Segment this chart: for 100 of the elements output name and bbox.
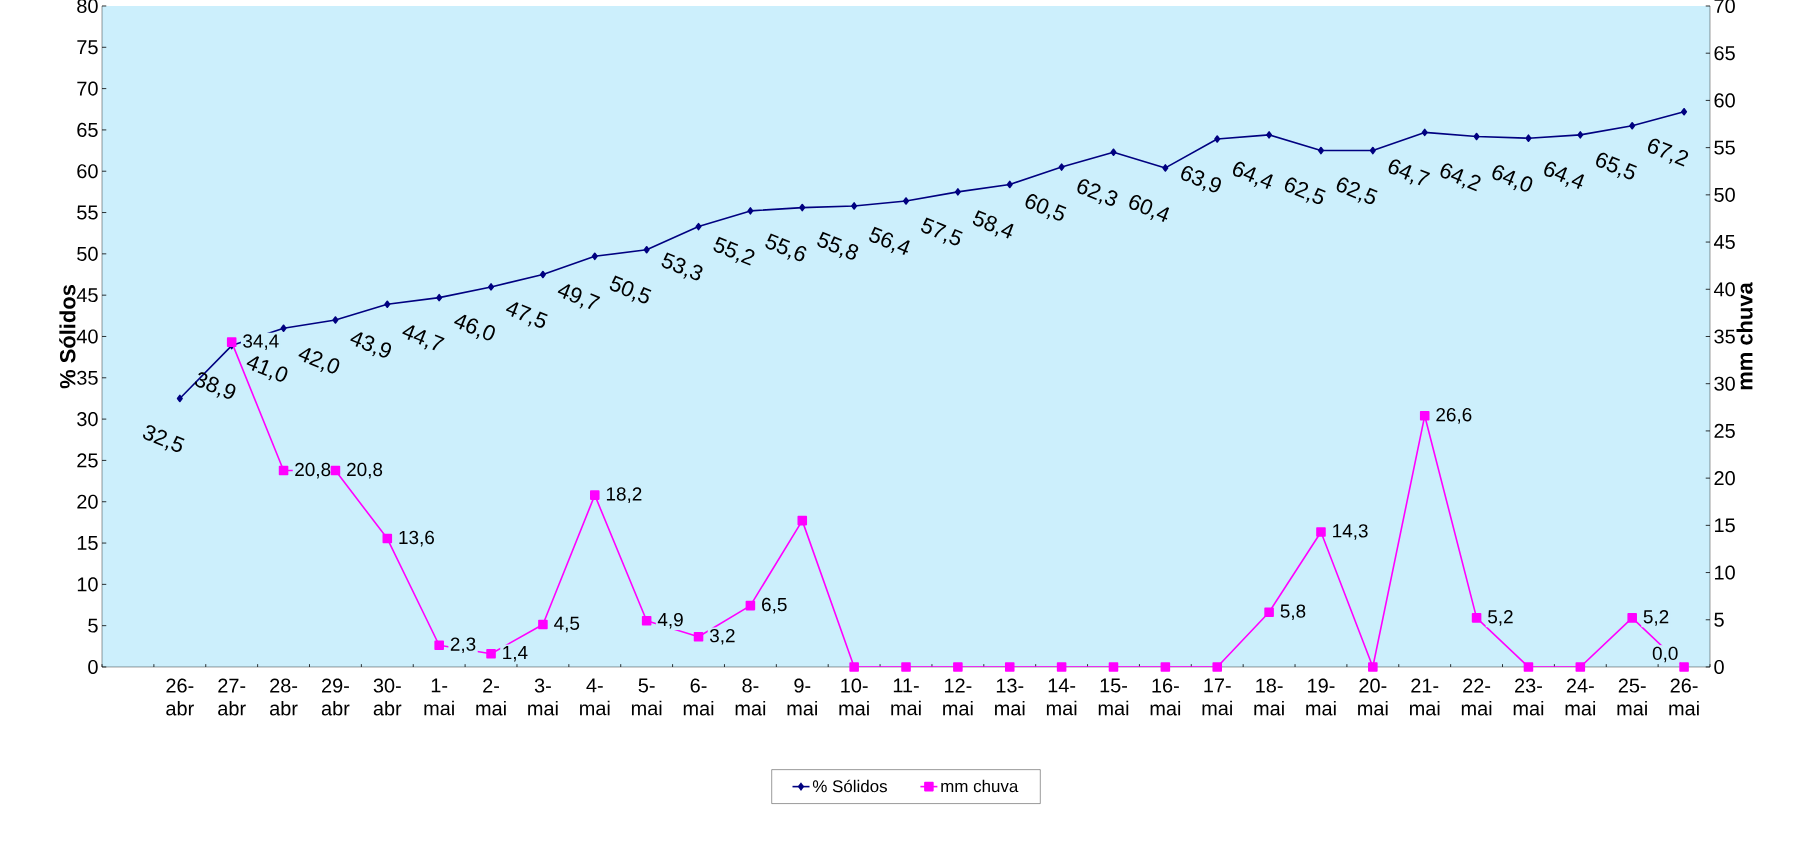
y2-tick-label: 65	[1714, 46, 1735, 61]
point	[1681, 107, 1688, 116]
data-label: 64,4	[1544, 161, 1585, 189]
point	[1058, 163, 1065, 171]
data-label: 13,6	[399, 530, 434, 547]
point	[538, 619, 548, 630]
point	[641, 615, 652, 626]
y-tick-label: 70	[77, 81, 98, 96]
data-label: 32,5	[143, 425, 185, 452]
point	[436, 293, 443, 302]
x-tick-label: 26-abr	[166, 678, 194, 716]
point	[1369, 146, 1376, 155]
y-tick-label: 65	[77, 122, 98, 137]
point	[330, 465, 341, 476]
legend-label: % Sólidos	[812, 779, 887, 793]
point	[953, 662, 963, 672]
point	[1679, 662, 1689, 672]
point	[954, 188, 961, 196]
point	[1577, 131, 1584, 139]
data-label: 20,8	[295, 462, 331, 479]
x-tick-label: 4-mai	[580, 678, 610, 716]
x-tick-label: 17-mai	[1202, 678, 1232, 716]
x-tick-label: 18-mai	[1254, 678, 1284, 716]
x-tick-label: 11-mai	[891, 678, 921, 716]
y-tick-label: 30	[77, 412, 98, 427]
data-label: 55,8	[817, 231, 859, 260]
point	[590, 490, 600, 500]
data-label: 3,2	[709, 628, 735, 645]
y-tick-label: 25	[77, 453, 98, 468]
y2-tick-label: 30	[1714, 376, 1735, 391]
x-tick-label: 6-mai	[683, 678, 714, 716]
x-tick-label: 10-mai	[839, 678, 869, 716]
point	[384, 300, 391, 309]
x-tick-label: 3-mai	[528, 678, 558, 716]
data-label: 46,0	[453, 314, 495, 341]
data-label: 34,4	[243, 334, 279, 350]
point	[1160, 662, 1171, 672]
point	[1627, 613, 1637, 623]
data-label: 4,5	[554, 616, 580, 633]
point	[1525, 134, 1532, 142]
point	[1264, 607, 1274, 617]
y2-axis-title: mm chuva	[1736, 282, 1753, 390]
point	[1056, 662, 1067, 672]
point	[851, 202, 858, 210]
x-tick-label: 2-mai	[476, 678, 506, 716]
y-tick-label: 5	[88, 618, 98, 633]
y-tick-label: 50	[77, 246, 98, 261]
point	[278, 465, 289, 476]
x-tick-label: 8-mai	[735, 678, 766, 716]
data-label: 14,3	[1333, 524, 1368, 540]
data-label: 62,3	[1077, 179, 1118, 206]
data-label: 2,3	[450, 637, 476, 654]
data-label: 60,4	[1129, 194, 1170, 222]
data-label: 53,3	[661, 252, 703, 281]
data-label: 6,5	[762, 597, 787, 614]
point	[1316, 527, 1326, 537]
data-label: 47,5	[505, 302, 548, 328]
point	[1317, 146, 1325, 155]
point	[434, 640, 444, 651]
data-label: 55,6	[765, 233, 807, 262]
point	[1006, 180, 1013, 189]
data-label: 5,2	[1643, 610, 1669, 626]
point	[695, 222, 702, 231]
data-label: 43,9	[350, 332, 392, 358]
point	[1108, 662, 1119, 672]
y2-tick-label: 35	[1714, 329, 1735, 344]
x-tick-label: 9-mai	[787, 678, 817, 716]
y2-tick-label: 60	[1714, 93, 1735, 108]
data-label: 64,7	[1388, 159, 1431, 186]
x-tick-label: 29-abr	[321, 678, 350, 716]
data-label: 4,9	[657, 612, 683, 629]
data-label: 65,5	[1596, 152, 1637, 180]
data-label: 67,2	[1648, 138, 1689, 167]
point	[1473, 132, 1480, 141]
y-tick-label: 45	[76, 288, 98, 303]
y2-tick-label: 25	[1714, 423, 1735, 438]
point	[745, 600, 756, 611]
legend-label: mm chuva	[941, 779, 1019, 793]
point	[693, 631, 704, 642]
data-label: 38,9	[194, 372, 236, 399]
y2-tick-label: 5	[1714, 612, 1724, 627]
y-tick-label: 15	[77, 536, 98, 550]
y-tick-label: 60	[77, 164, 98, 179]
data-label: 26,6	[1436, 407, 1472, 424]
point	[799, 203, 806, 212]
point	[1421, 128, 1428, 137]
point	[1212, 662, 1223, 672]
data-label: 63,9	[1181, 165, 1221, 193]
data-label: 64,0	[1492, 165, 1533, 192]
point	[902, 197, 910, 205]
x-tick-label: 5-mai	[631, 678, 662, 716]
data-label: 55,2	[713, 236, 755, 266]
data-label: 57,5	[921, 217, 963, 246]
x-tick-label: 22-mai	[1461, 678, 1492, 716]
y2-tick-label: 15	[1715, 518, 1735, 533]
data-label: 60,5	[1025, 194, 1067, 221]
data-label: 64,4	[1233, 161, 1273, 189]
point	[1162, 164, 1169, 172]
data-label: 58,4	[972, 210, 1014, 239]
point	[488, 283, 495, 291]
